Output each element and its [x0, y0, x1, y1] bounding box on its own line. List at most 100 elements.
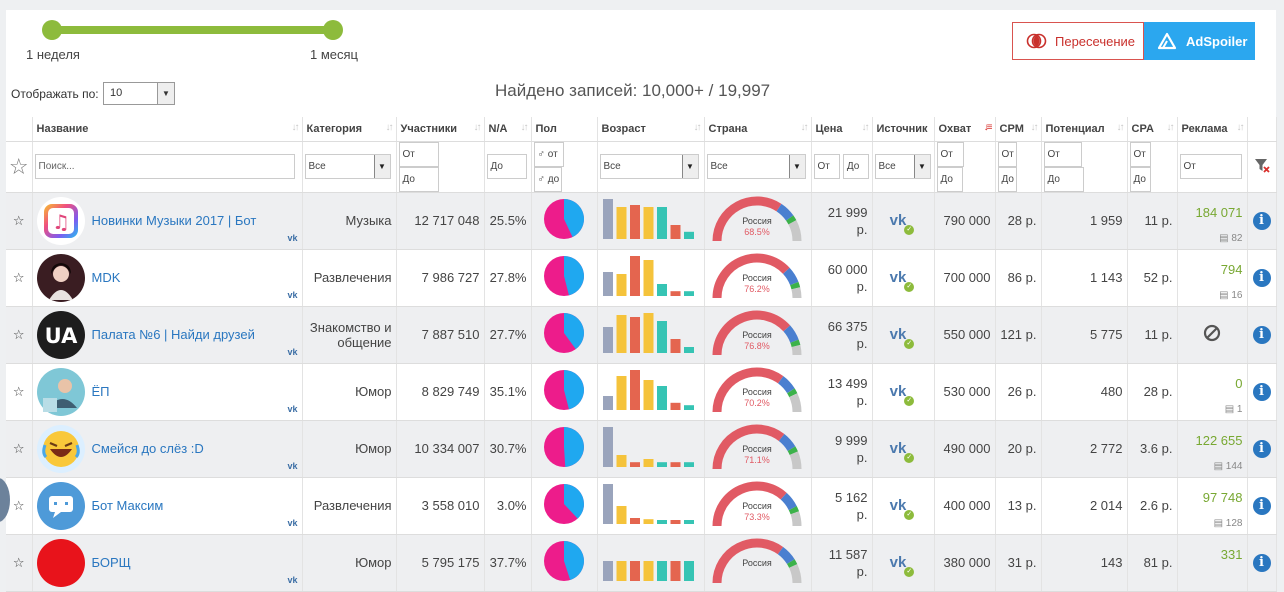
- favorite-star-icon[interactable]: ☆: [6, 534, 33, 592]
- potential-cell[interactable]: 143: [1041, 534, 1128, 592]
- col-ads[interactable]: Реклама ↓↑: [1177, 117, 1248, 142]
- info-cell[interactable]: i: [1247, 477, 1277, 535]
- cpa-cell[interactable]: 52 р.: [1127, 249, 1178, 307]
- members-from-input[interactable]: От: [398, 141, 439, 167]
- ads-cell[interactable]: 97 748 ▤ 128: [1177, 477, 1248, 535]
- gender-from-input[interactable]: ♂ от: [533, 141, 564, 167]
- col-members[interactable]: Участники ↓↑: [396, 117, 485, 142]
- period-slider-track[interactable]: [44, 26, 336, 34]
- col-reach[interactable]: Охват ↓≡: [934, 117, 996, 142]
- search-input[interactable]: Поиск...: [34, 154, 295, 179]
- country-filter-select[interactable]: Все ▼: [706, 154, 806, 179]
- cpa-to-input[interactable]: До: [1129, 166, 1151, 192]
- gender-to-input[interactable]: ♂ до: [533, 166, 562, 192]
- price-from-input[interactable]: От: [813, 154, 840, 179]
- favorite-star-icon[interactable]: ☆: [6, 420, 33, 478]
- community-name-link[interactable]: Новинки Музыки 2017 | Бот: [91, 213, 257, 228]
- clear-filter-icon[interactable]: [1247, 141, 1277, 193]
- favorite-star-icon[interactable]: ☆: [6, 363, 33, 421]
- col-source[interactable]: Источник: [872, 117, 935, 142]
- col-na[interactable]: N/A ↓↑: [484, 117, 532, 142]
- info-cell[interactable]: i: [1247, 192, 1277, 250]
- info-cell[interactable]: i: [1247, 534, 1277, 592]
- table-row[interactable]: ☆ MDK vk Развлечения 7 986 727 27.8% Россия 76.…: [6, 249, 1277, 307]
- info-cell[interactable]: i: [1247, 420, 1277, 478]
- intersection-button[interactable]: Пересечение: [1012, 22, 1144, 60]
- col-price[interactable]: Цена ↓↑: [811, 117, 873, 142]
- category-filter-select[interactable]: Все ▼: [304, 154, 391, 179]
- period-slider-end-handle[interactable]: [323, 20, 343, 40]
- source-filter-select[interactable]: Все ▼: [874, 154, 931, 179]
- col-cpa[interactable]: CPA ↓↑: [1127, 117, 1178, 142]
- community-name-link[interactable]: Палата №6 | Найди друзей: [91, 327, 255, 342]
- col-category[interactable]: Категория ↓↑: [302, 117, 397, 142]
- favorite-star-icon[interactable]: ☆: [6, 306, 33, 364]
- members-to-input[interactable]: До: [398, 166, 439, 192]
- ads-cell[interactable]: 794 ▤ 16: [1177, 249, 1248, 307]
- cpa-cell[interactable]: 3.6 р.: [1127, 420, 1178, 478]
- ads-cell[interactable]: 122 655 ▤ 144: [1177, 420, 1248, 478]
- potential-from-input[interactable]: От: [1043, 141, 1082, 167]
- community-name-link[interactable]: Бот Максим: [91, 498, 164, 513]
- col-name[interactable]: Название ↓↑: [32, 117, 303, 142]
- age-filter-select[interactable]: Все ▼: [599, 154, 699, 179]
- adspoiler-button[interactable]: AdSpoiler: [1144, 22, 1255, 60]
- col-cpm[interactable]: CPM ↓↑: [995, 117, 1042, 142]
- display-per-page-select[interactable]: 10 ▼: [103, 82, 175, 105]
- col-potential[interactable]: Потенциал ↓↑: [1041, 117, 1128, 142]
- name-cell[interactable]: Бот Максим vk: [32, 477, 303, 535]
- community-name-link[interactable]: Смейся до слёз :D: [91, 441, 204, 456]
- name-cell[interactable]: MDK vk: [32, 249, 303, 307]
- community-name-link[interactable]: MDK: [91, 270, 121, 285]
- cpa-cell[interactable]: 81 р.: [1127, 534, 1178, 592]
- name-cell[interactable]: UA Палата №6 | Найди друзей vk: [32, 306, 303, 364]
- reach-from-input[interactable]: От: [936, 141, 964, 167]
- table-row[interactable]: ☆ ♫ Новинки Музыки 2017 | Бот vk Музыка 12 71…: [6, 192, 1277, 250]
- name-cell[interactable]: ЁП vk: [32, 363, 303, 421]
- table-row[interactable]: ☆ Бот Максим vk Развлечения 3 558 010 3.0% Рос…: [6, 477, 1277, 535]
- cpm-to-input[interactable]: До: [997, 166, 1017, 192]
- name-cell[interactable]: ♫ Новинки Музыки 2017 | Бот vk: [32, 192, 303, 250]
- cpa-from-input[interactable]: От: [1129, 141, 1151, 167]
- cpa-cell[interactable]: 2.6 р.: [1127, 477, 1178, 535]
- name-cell[interactable]: Смейся до слёз :D vk: [32, 420, 303, 478]
- table-row[interactable]: ☆ ЁП vk Юмор 8 829 749 35.1% Россия 70.2% 13 499…: [6, 363, 1277, 421]
- potential-cell[interactable]: 480: [1041, 363, 1128, 421]
- period-slider-start-handle[interactable]: [42, 20, 62, 40]
- name-cell[interactable]: БОРЩ vk: [32, 534, 303, 592]
- cpa-cell[interactable]: 28 р.: [1127, 363, 1178, 421]
- ads-cell[interactable]: 184 071 ▤ 82: [1177, 192, 1248, 250]
- potential-cell[interactable]: 5 775: [1041, 306, 1128, 364]
- price-to-input[interactable]: До: [842, 154, 869, 179]
- potential-to-input[interactable]: До: [1043, 166, 1084, 192]
- side-scroll-handle[interactable]: [0, 478, 10, 522]
- reach-to-input[interactable]: До: [936, 166, 963, 192]
- community-name-link[interactable]: ЁП: [91, 384, 110, 399]
- favorites-filter-icon[interactable]: ☆: [6, 141, 33, 193]
- favorite-star-icon[interactable]: ☆: [6, 192, 33, 250]
- na-to-input[interactable]: До: [486, 154, 527, 179]
- potential-cell[interactable]: 2 772: [1041, 420, 1128, 478]
- cpa-cell[interactable]: 11 р.: [1127, 192, 1178, 250]
- info-cell[interactable]: i: [1247, 306, 1277, 364]
- potential-cell[interactable]: 1 143: [1041, 249, 1128, 307]
- potential-cell[interactable]: 2 014: [1041, 477, 1128, 535]
- cpa-cell[interactable]: 11 р.: [1127, 306, 1178, 364]
- favorite-star-icon[interactable]: ☆: [6, 249, 33, 307]
- community-name-link[interactable]: БОРЩ: [91, 555, 131, 570]
- col-age[interactable]: Возраст ↓↑: [597, 117, 705, 142]
- ads-from-input[interactable]: От: [1179, 154, 1242, 179]
- table-row[interactable]: ☆ UA Палата №6 | Найди друзей vk Знакомство …: [6, 306, 1277, 364]
- reach-cell: 550 000: [934, 306, 996, 364]
- table-row[interactable]: ☆ БОРЩ vk Юмор 5 795 175 37.7% Россия 11 587 р. v…: [6, 534, 1277, 592]
- col-country[interactable]: Страна ↓↑: [704, 117, 812, 142]
- potential-cell[interactable]: 1 959: [1041, 192, 1128, 250]
- info-cell[interactable]: i: [1247, 363, 1277, 421]
- ads-cell[interactable]: 331: [1177, 534, 1248, 592]
- table-row[interactable]: ☆ Смейся до слёз :D vk Юмор 10 334 007 30.7% Р…: [6, 420, 1277, 478]
- info-cell[interactable]: i: [1247, 249, 1277, 307]
- col-gender[interactable]: Пол: [531, 117, 598, 142]
- cpm-from-input[interactable]: От: [997, 141, 1017, 167]
- ads-cell[interactable]: 0 ▤ 1: [1177, 363, 1248, 421]
- favorite-star-icon[interactable]: ☆: [6, 477, 33, 535]
